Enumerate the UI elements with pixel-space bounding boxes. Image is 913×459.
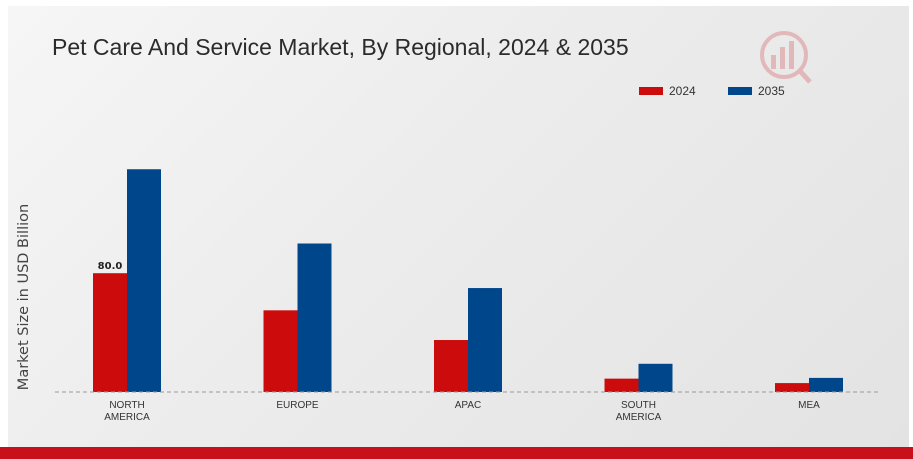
chart-title: Pet Care And Service Market, By Regional… bbox=[52, 34, 629, 60]
bar-mea-2024 bbox=[775, 383, 809, 392]
legend-label-2024: 2024 bbox=[669, 84, 696, 98]
bar-north-america-2035 bbox=[127, 169, 161, 392]
y-axis-label: Market Size in USD Billion bbox=[16, 204, 32, 390]
legend-swatch-2035 bbox=[728, 87, 752, 95]
x-tick-label-north-america: NORTH AMERICA bbox=[104, 400, 150, 423]
bar-south-america-2035 bbox=[638, 363, 673, 392]
x-tick-label-mea: MEA bbox=[798, 400, 820, 411]
data-labels: 80.0 bbox=[98, 261, 123, 272]
data-label-north-america-2024: 80.0 bbox=[98, 261, 123, 272]
x-tick-label-south-america: SOUTH AMERICA bbox=[616, 400, 662, 423]
x-tick-label-apac: APAC bbox=[455, 400, 482, 411]
bar-europe-2024 bbox=[263, 310, 298, 392]
bar-north-america-2024 bbox=[93, 273, 127, 392]
bottom-accent-bar bbox=[0, 447, 913, 459]
bar-europe-2035 bbox=[297, 243, 332, 392]
bar-south-america-2024 bbox=[604, 378, 639, 392]
x-tick-labels: NORTH AMERICA EUROPE APAC SOUTH AMERICA MEA bbox=[104, 400, 820, 423]
bar-mea-2035 bbox=[809, 377, 843, 392]
watermark-logo-icon bbox=[760, 31, 812, 84]
chart-legend: 2024 2035 bbox=[639, 84, 785, 98]
legend-label-2035: 2035 bbox=[758, 84, 785, 98]
legend-swatch-2024 bbox=[639, 87, 663, 95]
bar-apac-2024 bbox=[434, 340, 468, 392]
bars-group bbox=[93, 169, 843, 392]
bar-apac-2035 bbox=[468, 288, 502, 392]
x-tick-label-europe: EUROPE bbox=[276, 400, 319, 411]
